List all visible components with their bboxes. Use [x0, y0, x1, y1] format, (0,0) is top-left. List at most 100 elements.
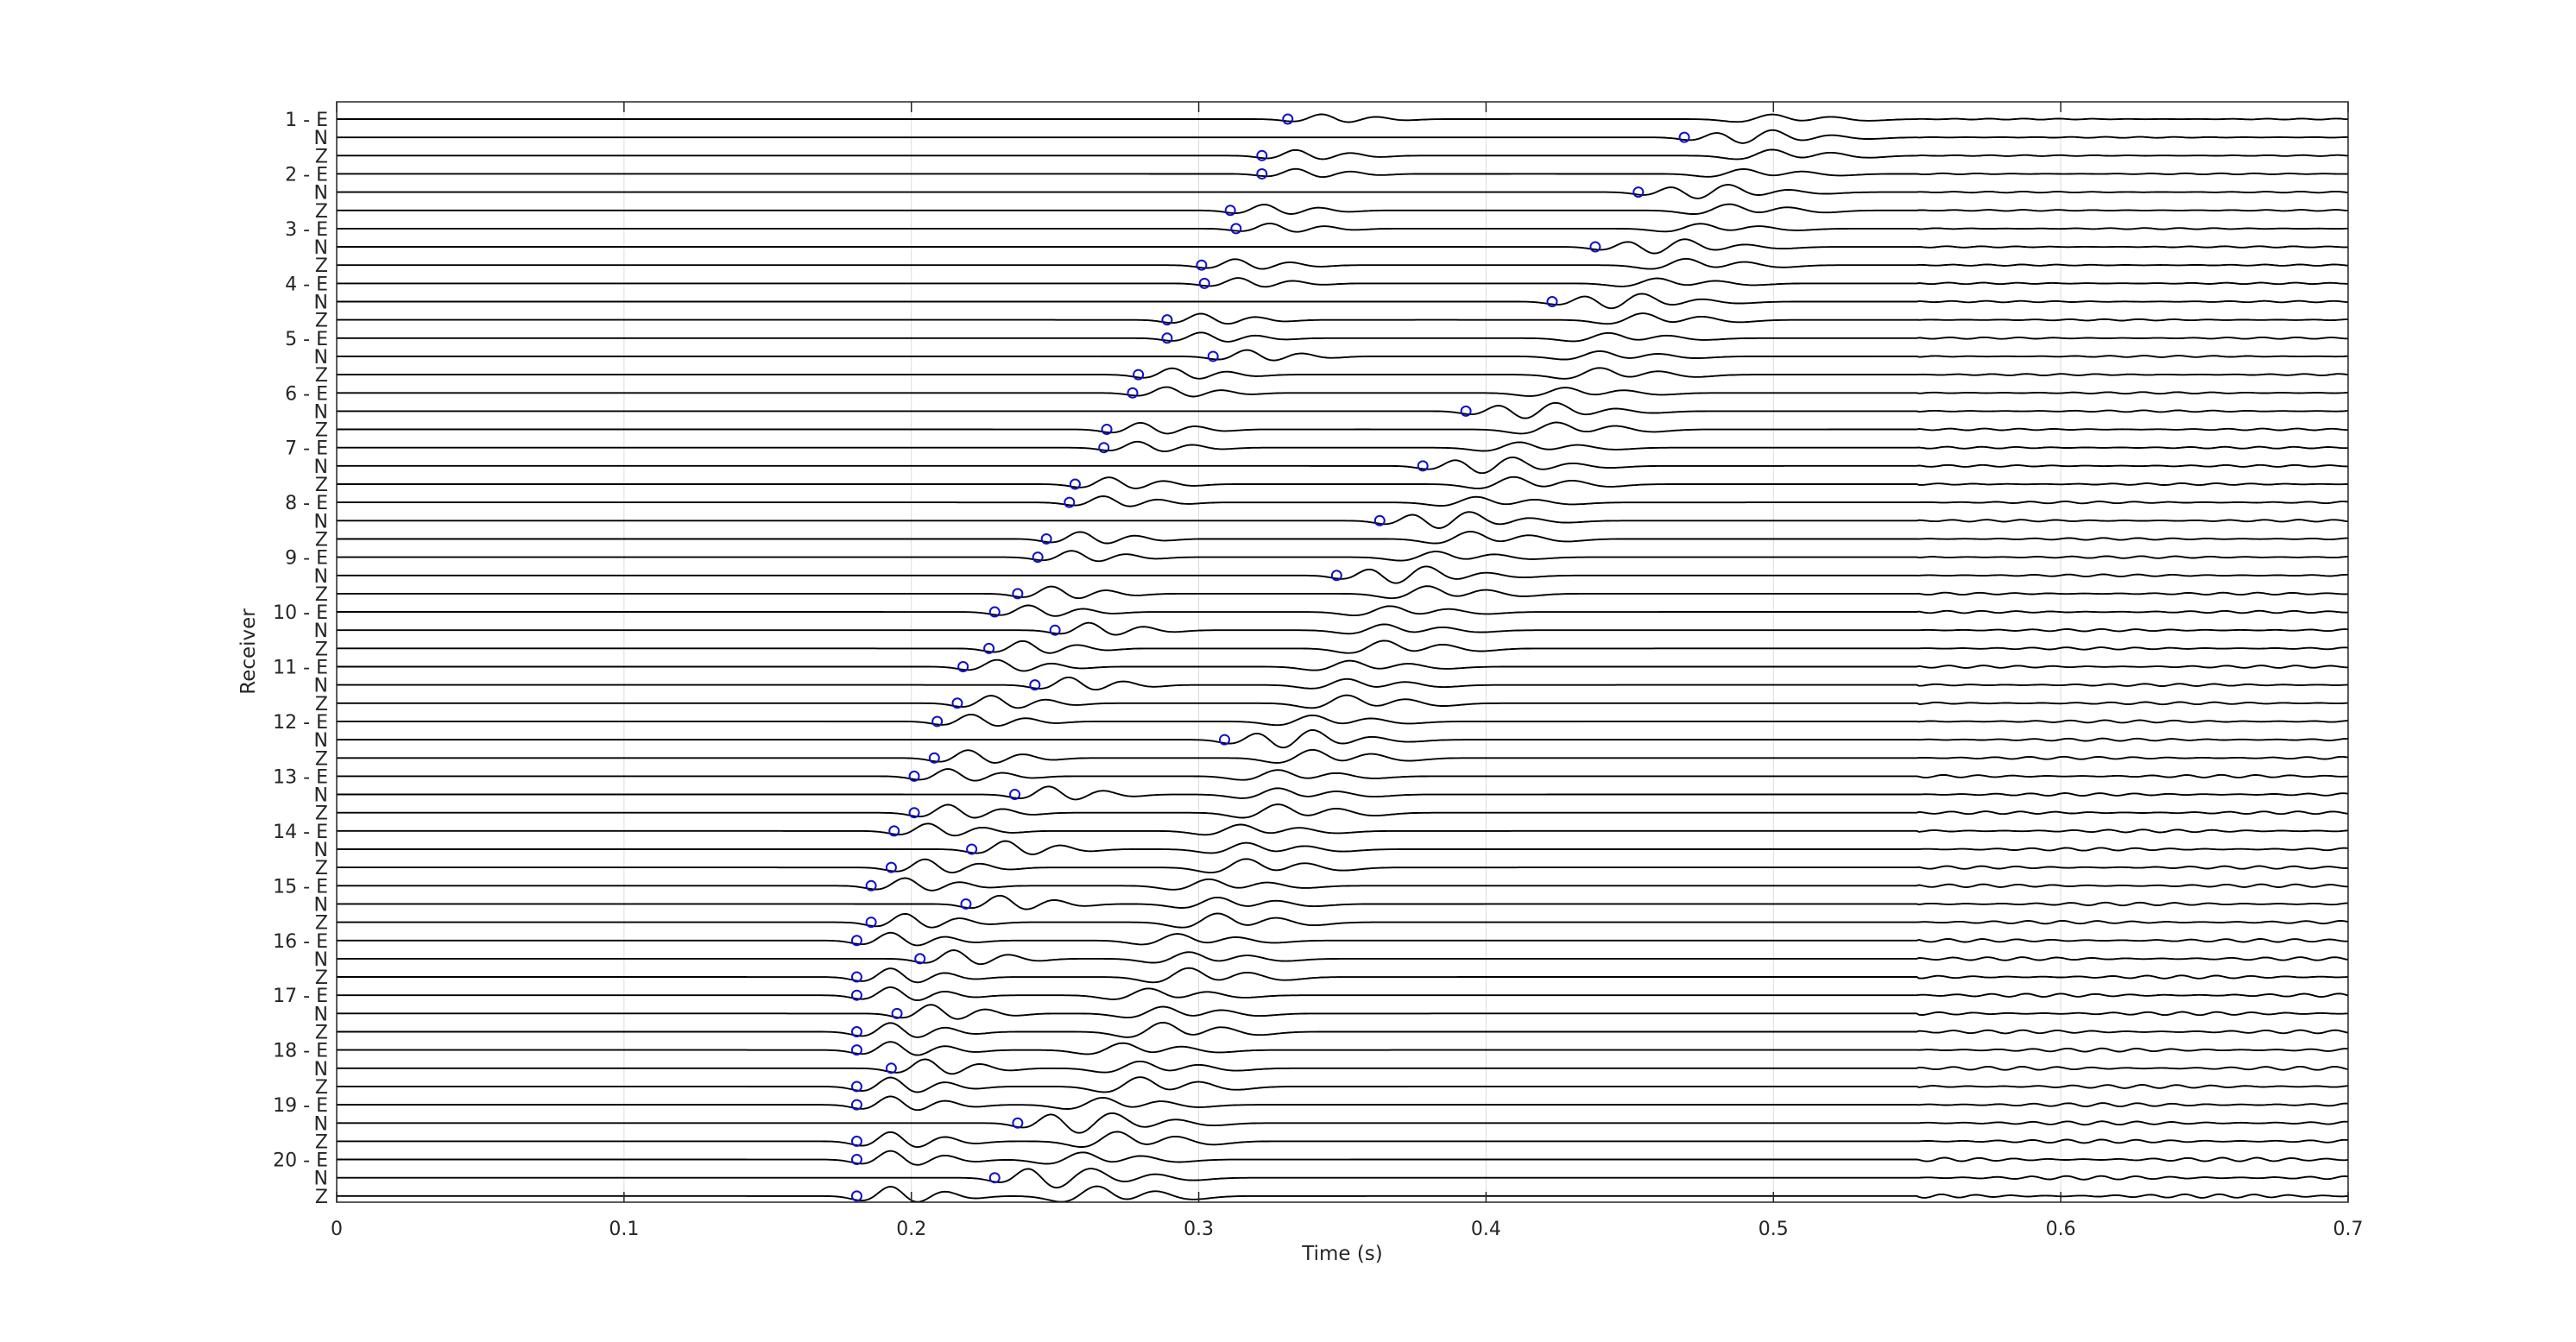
trace-receiver-17-e — [337, 986, 2349, 1001]
trace-receiver-5-e — [337, 331, 2349, 343]
y-tick-label: 14 - E — [273, 822, 328, 843]
pick-marker-13-n — [1009, 789, 1021, 801]
pick-marker-16-z — [850, 971, 862, 983]
pick-marker-7-e — [1098, 442, 1110, 454]
trace-receiver-6-z — [337, 421, 2349, 435]
trace-receiver-16-z — [337, 967, 2349, 984]
trace-receiver-17-z — [337, 1021, 2349, 1038]
trace-receiver-3-n — [337, 238, 2348, 255]
arrival-pick-markers — [850, 113, 1690, 1202]
pick-marker-5-e — [1161, 332, 1173, 344]
y-tick-label: Z — [315, 146, 328, 167]
y-tick-label: N — [314, 1169, 328, 1190]
trace-receiver-12-z — [337, 748, 2349, 764]
y-tick-label: N — [314, 676, 328, 697]
trace-receiver-10-z — [337, 639, 2349, 654]
y-tick-label: 1 - E — [285, 110, 328, 131]
pick-marker-18-n — [885, 1062, 897, 1074]
trace-receiver-8-n — [337, 511, 2349, 529]
y-tick-label: 10 - E — [273, 602, 328, 624]
x-axis-ticks: 0 0.1 0.2 0.3 0.4 0.5 0.6 0.7 — [331, 102, 2364, 1240]
y-tick-label: Z — [315, 967, 328, 989]
trace-receiver-2-n — [337, 184, 2349, 199]
pick-marker-1-e — [1282, 113, 1294, 125]
trace-receiver-12-e — [337, 713, 2349, 728]
y-tick-label: Z — [315, 475, 328, 496]
y-tick-label: N — [314, 840, 328, 861]
trace-receiver-3-z — [337, 257, 2349, 270]
pick-marker-9-e — [1032, 551, 1044, 564]
trace-receiver-12-n — [337, 728, 2349, 749]
y-tick-label: Z — [315, 639, 328, 660]
x-tick-label: 0 — [331, 1219, 343, 1240]
y-tick-label: N — [314, 293, 328, 314]
y-tick-label: Z — [315, 584, 328, 606]
y-tick-label: Z — [315, 365, 328, 387]
pick-marker-3-e — [1230, 223, 1242, 235]
y-tick-label: 17 - E — [273, 986, 328, 1007]
pick-marker-6-e — [1127, 387, 1139, 399]
pick-marker-7-z — [1069, 478, 1081, 490]
pick-marker-17-n — [891, 1007, 903, 1019]
trace-receiver-13-n — [337, 785, 2349, 801]
trace-receiver-4-z — [337, 312, 2348, 325]
trace-receiver-6-n — [337, 401, 2349, 419]
trace-receiver-2-e — [337, 167, 2349, 179]
y-tick-label: N — [314, 237, 328, 259]
pick-marker-16-n — [914, 953, 926, 965]
trace-receiver-18-e — [337, 1041, 2349, 1056]
y-tick-label: N — [314, 1004, 328, 1025]
trace-receiver-14-n — [337, 840, 2349, 855]
y-tick-label: Z — [315, 1023, 328, 1044]
y-tick-label: Z — [315, 858, 328, 879]
y-tick-label: Z — [315, 748, 328, 770]
pick-marker-14-z — [885, 861, 897, 873]
trace-receiver-5-z — [337, 367, 2349, 380]
pick-marker-16-e — [850, 935, 862, 947]
y-tick-label: Z — [315, 1187, 328, 1208]
pick-marker-5-n — [1207, 350, 1219, 362]
y-tick-label: Z — [315, 1131, 328, 1153]
y-tick-label: 19 - E — [273, 1095, 328, 1117]
trace-receiver-14-e — [337, 822, 2349, 837]
trace-receiver-17-n — [337, 1004, 2349, 1020]
trace-receiver-19-z — [337, 1131, 2349, 1149]
pick-marker-6-n — [1460, 405, 1472, 417]
pick-marker-9-n — [1330, 570, 1342, 582]
trace-receiver-8-e — [337, 495, 2349, 507]
y-tick-label: 20 - E — [273, 1150, 328, 1172]
pick-marker-11-n — [1029, 679, 1041, 691]
trace-receiver-10-n — [337, 621, 2349, 636]
y-tick-label: N — [314, 894, 328, 916]
y-tick-label: 11 - E — [273, 658, 328, 679]
trace-receiver-9-e — [337, 550, 2349, 563]
trace-receiver-3-e — [337, 222, 2348, 233]
x-tick-label: 0.3 — [1184, 1219, 1214, 1240]
trace-receiver-7-n — [337, 457, 2348, 475]
pick-marker-12-e — [931, 715, 944, 728]
pick-marker-4-n — [1546, 296, 1558, 307]
pick-marker-20-z — [850, 1190, 862, 1202]
pick-marker-10-n — [1049, 624, 1061, 636]
y-tick-label: Z — [315, 201, 328, 223]
pick-marker-11-e — [957, 661, 969, 672]
y-tick-label: N — [314, 621, 328, 642]
trace-receiver-4-e — [337, 277, 2348, 288]
y-tick-label: 12 - E — [273, 712, 328, 734]
pick-marker-9-z — [1012, 588, 1024, 600]
pick-marker-13-e — [908, 770, 920, 782]
x-tick-label: 0.6 — [2046, 1219, 2076, 1240]
y-tick-label: N — [314, 347, 328, 369]
y-tick-label: 16 - E — [273, 931, 328, 953]
trace-receiver-11-z — [337, 694, 2349, 709]
trace-receiver-2-z — [337, 203, 2349, 215]
pick-marker-18-z — [850, 1081, 862, 1093]
trace-receiver-7-z — [337, 476, 2349, 489]
y-tick-label: 6 - E — [285, 383, 328, 405]
y-tick-label: N — [314, 183, 328, 205]
pick-marker-4-z — [1161, 314, 1173, 326]
pick-marker-8-n — [1373, 514, 1386, 526]
pick-marker-14-n — [966, 843, 978, 855]
